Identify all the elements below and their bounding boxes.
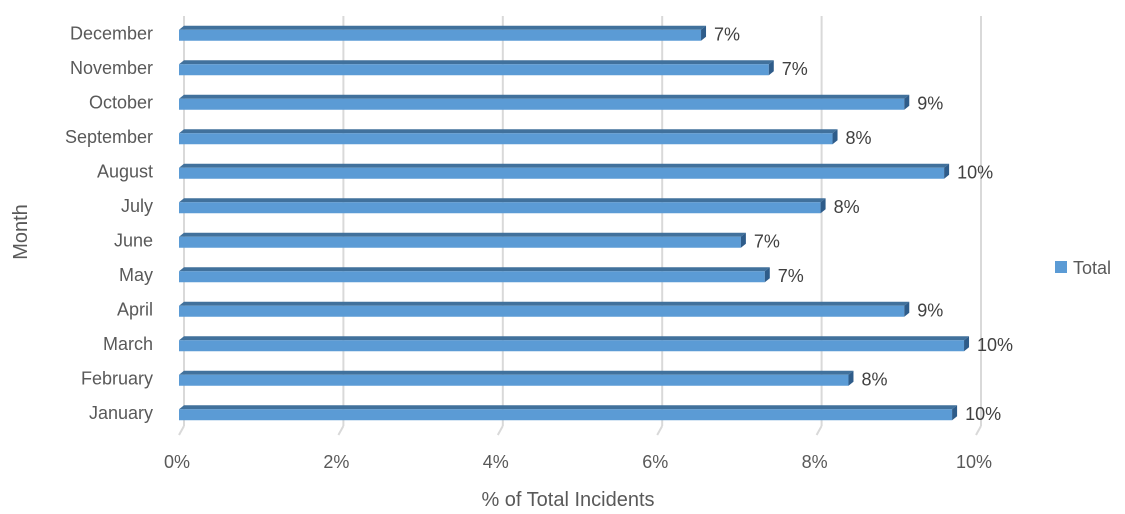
gridline-floor — [815, 425, 823, 436]
bar-end-face — [964, 336, 970, 352]
bar — [179, 129, 838, 145]
data-label: 8% — [861, 369, 887, 389]
bar-front-face — [179, 340, 965, 352]
y-tick-label: November — [70, 58, 153, 78]
bar-front-face — [179, 133, 833, 145]
data-label: 9% — [917, 93, 943, 113]
gridline-floor — [656, 425, 664, 436]
bar-end-face — [764, 267, 770, 283]
y-tick-label: March — [103, 334, 153, 354]
bar-front-face — [179, 305, 905, 317]
bar-top-face — [179, 405, 958, 410]
bar-top-face — [179, 232, 746, 237]
bar-front-face — [179, 167, 945, 179]
data-label: 10% — [957, 162, 993, 182]
y-tick-label: January — [89, 403, 153, 423]
y-tick-label: September — [65, 127, 153, 147]
bar-front-face — [179, 202, 821, 214]
legend: Total — [1055, 258, 1111, 278]
y-tick-label: August — [97, 161, 153, 181]
bar-end-face — [848, 370, 854, 386]
bar-top-face — [179, 267, 770, 272]
x-tick-label: 0% — [164, 452, 190, 472]
y-tick-label: June — [114, 230, 153, 250]
bar-front-face — [179, 271, 765, 283]
data-label: 7% — [778, 266, 804, 286]
data-label: 10% — [965, 404, 1001, 424]
y-tick-labels: January February March April May June July Augu… — [65, 23, 153, 423]
x-tick-label: 6% — [642, 452, 668, 472]
y-tick-label: October — [89, 92, 153, 112]
gridline-floor — [178, 425, 185, 436]
bar-end-face — [944, 163, 950, 179]
data-labels: 10% 8% 10% 9% 7% 7% 8% 10% 8% 9% 7% 7% — [714, 24, 1013, 424]
bar-front-face — [179, 29, 702, 41]
legend-label-total: Total — [1073, 258, 1111, 278]
bar — [179, 60, 774, 76]
data-label: 10% — [977, 335, 1013, 355]
bar-top-face — [179, 129, 838, 134]
gridline-floor — [975, 425, 982, 436]
legend-swatch — [1055, 261, 1067, 273]
bar-top-face — [179, 370, 854, 375]
bar-top-face — [179, 60, 774, 65]
bar-top-face — [179, 163, 950, 168]
data-label: 7% — [754, 231, 780, 251]
bar-end-face — [952, 405, 958, 421]
bar-end-face — [820, 198, 826, 214]
bar — [179, 336, 970, 352]
data-label: 8% — [834, 197, 860, 217]
bar-end-face — [768, 60, 774, 76]
bar-top-face — [179, 25, 707, 30]
y-axis-title: Month — [10, 204, 32, 260]
bar-top-face — [179, 336, 970, 341]
x-tick-label: 2% — [323, 452, 349, 472]
bar — [179, 163, 950, 179]
bar-end-face — [701, 25, 707, 41]
y-tick-label: April — [117, 299, 153, 319]
bar — [179, 301, 910, 317]
y-tick-label: July — [121, 196, 153, 216]
y-tick-label: May — [119, 265, 153, 285]
x-tick-label: 10% — [956, 452, 992, 472]
bars — [179, 25, 970, 421]
bar — [179, 232, 746, 248]
x-tick-label: 4% — [483, 452, 509, 472]
bar-front-face — [179, 98, 905, 110]
y-tick-label: December — [70, 23, 153, 43]
bar-top-face — [179, 94, 910, 99]
gridline-floor — [337, 425, 345, 436]
bar-end-face — [904, 301, 910, 317]
bar-front-face — [179, 64, 769, 76]
bar-top-face — [179, 301, 910, 306]
bar-end-face — [904, 94, 910, 110]
x-axis-title: % of Total Incidents — [481, 489, 654, 511]
bar-end-face — [832, 129, 838, 145]
x-tick-label: 8% — [802, 452, 828, 472]
bar — [179, 25, 707, 41]
bar — [179, 405, 958, 421]
bar — [179, 94, 910, 110]
bar-front-face — [179, 236, 741, 248]
gridline-floor — [496, 425, 504, 436]
data-label: 9% — [917, 300, 943, 320]
gridlines — [178, 16, 982, 436]
data-label: 8% — [846, 128, 872, 148]
bar — [179, 198, 826, 214]
bar — [179, 370, 854, 386]
bar-front-face — [179, 409, 953, 421]
x-tick-labels: 0% 2% 4% 6% 8% 10% — [164, 452, 992, 472]
data-label: 7% — [714, 24, 740, 44]
data-label: 7% — [782, 59, 808, 79]
bar-front-face — [179, 374, 849, 386]
bar-top-face — [179, 198, 826, 203]
y-tick-label: February — [81, 368, 153, 388]
bar-end-face — [740, 232, 746, 248]
bar — [179, 267, 770, 283]
